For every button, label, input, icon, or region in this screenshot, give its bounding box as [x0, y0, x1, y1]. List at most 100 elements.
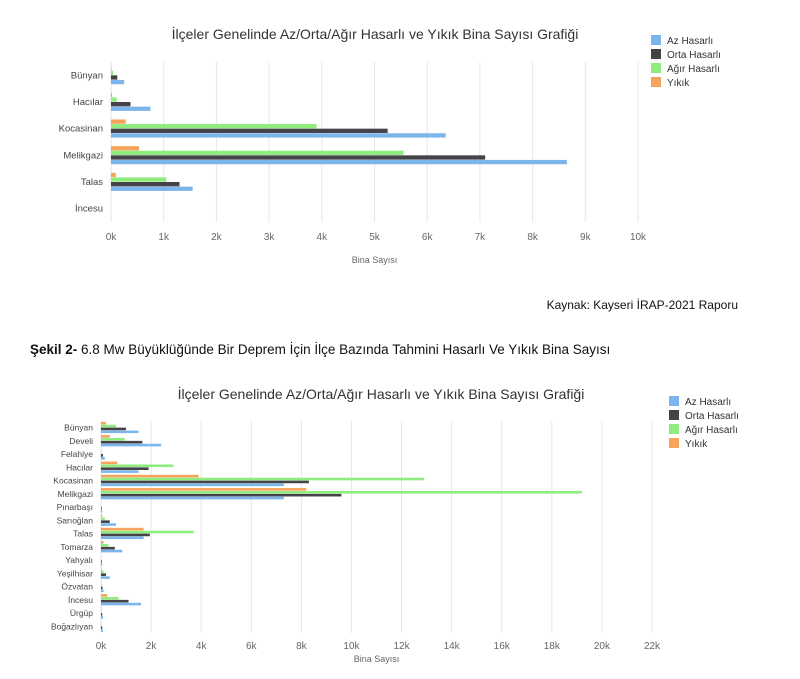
y-category-label: Felahiye	[61, 449, 93, 459]
legend-swatch	[651, 35, 661, 45]
bar-p1-1-1	[111, 102, 131, 107]
bar-p2-10-0	[101, 563, 103, 566]
y-category-label: Ürgüp	[70, 608, 93, 618]
chart-title: İlçeler Genelinde Az/Orta/Ağır Hasarlı v…	[172, 25, 579, 42]
figure-caption-label: Şekil 2-	[30, 342, 78, 357]
y-category-label: Yeşilhisar	[57, 568, 93, 578]
y-category-label: Bünyan	[71, 70, 103, 81]
legend-label: Ağır Hasarlı	[685, 425, 738, 436]
bar-p2-11-1	[101, 573, 107, 576]
bar-p2-0-1	[101, 427, 127, 431]
bar-p2-8-3	[101, 527, 144, 531]
bar-p2-3-1	[101, 467, 149, 470]
bar-p2-5-3	[101, 488, 307, 491]
bar-p2-4-0	[101, 483, 284, 487]
bar-p1-0-0	[111, 79, 125, 85]
legend-swatch	[651, 77, 661, 87]
bar-p2-12-2	[101, 583, 102, 587]
y-category-label: İncesu	[75, 204, 103, 215]
legend-label: Yıkık	[667, 78, 690, 89]
bar-p1-1-2	[111, 97, 117, 102]
x-tick-label: 20k	[594, 641, 611, 652]
y-category-label: Hacılar	[66, 462, 93, 472]
x-tick-label: 10k	[630, 232, 647, 243]
bar-p1-3-2	[111, 150, 404, 156]
x-tick-label: 0k	[96, 641, 108, 652]
bar-p2-2-2	[101, 451, 102, 454]
bar-p2-5-0	[101, 496, 284, 500]
bar-p2-7-3	[101, 514, 103, 518]
y-category-label: Yahyalı	[65, 555, 93, 565]
bar-p2-6-1	[101, 507, 102, 510]
damage-chart-1: İlçeler Genelinde Az/Orta/Ağır Hasarlı v…	[59, 25, 721, 265]
bar-p2-15-0	[101, 629, 104, 632]
x-tick-label: 18k	[544, 641, 561, 652]
y-category-label: Melikgazi	[58, 489, 94, 499]
legend-swatch	[651, 49, 661, 59]
y-category-label: Sarıoğlan	[57, 515, 94, 525]
legend-label: Ağır Hasarlı	[667, 64, 720, 75]
x-tick-label: 3k	[264, 232, 276, 243]
figure-caption: Şekil 2- 6.8 Mw Büyüklüğünde Bir Deprem …	[30, 342, 610, 357]
x-tick-label: 2k	[211, 232, 223, 243]
bar-p1-3-1	[111, 155, 486, 160]
bar-p2-7-1	[101, 520, 110, 523]
bar-p2-11-2	[101, 570, 104, 574]
x-tick-label: 2k	[146, 641, 158, 652]
bar-p1-4-2	[111, 177, 167, 182]
y-category-label: Develi	[69, 436, 93, 446]
x-tick-label: 1k	[158, 232, 170, 243]
bar-p2-0-2	[101, 424, 117, 428]
legend-swatch	[669, 438, 679, 448]
legend-label: Orta Hasarlı	[667, 50, 721, 61]
bar-p2-4-3	[101, 474, 199, 478]
bar-p2-14-2	[101, 610, 102, 613]
bar-p2-14-0	[101, 616, 104, 619]
bar-p2-2-1	[101, 454, 104, 457]
bar-p2-1-3	[101, 435, 110, 438]
bar-p2-9-2	[101, 543, 109, 547]
bar-p2-3-0	[101, 470, 139, 473]
bar-p1-0-2	[111, 70, 114, 76]
bar-p2-15-1	[101, 626, 103, 629]
bar-p2-15-2	[101, 623, 102, 627]
bar-p2-3-3	[101, 461, 118, 465]
bar-p2-0-0	[101, 430, 139, 434]
y-category-label: Tomarza	[60, 542, 93, 552]
bar-p1-3-0	[111, 159, 567, 165]
x-tick-label: 10k	[343, 641, 360, 652]
bar-p2-7-2	[101, 517, 105, 521]
y-category-label: Özvatan	[61, 582, 93, 592]
bar-p2-4-1	[101, 480, 309, 484]
figure-caption-text: 6.8 Mw Büyüklüğünde Bir Deprem İçin İlçe…	[77, 342, 611, 357]
chart-title: İlçeler Genelinde Az/Orta/Ağır Hasarlı v…	[178, 385, 585, 402]
bar-p1-2-3	[111, 119, 126, 124]
bar-p2-13-1	[101, 599, 129, 603]
x-tick-label: 22k	[644, 641, 661, 652]
bar-p1-1-0	[111, 106, 151, 111]
bar-p2-7-0	[101, 523, 117, 526]
bar-p2-11-3	[101, 567, 102, 571]
x-tick-label: 4k	[317, 232, 329, 243]
legend-label: Orta Hasarlı	[685, 411, 739, 422]
bar-p2-9-0	[101, 549, 123, 553]
source-text: Kaynak: Kayseri İRAP-2021 Raporu	[546, 298, 738, 312]
y-category-label: Kocasinan	[53, 476, 93, 486]
bar-p2-13-2	[101, 596, 119, 600]
damage-chart-2: İlçeler Genelinde Az/Orta/Ağır Hasarlı v…	[51, 385, 739, 664]
bar-p1-1-3	[111, 92, 113, 98]
x-tick-label: 5k	[369, 232, 381, 243]
bar-p2-6-0	[101, 510, 103, 513]
bar-p2-8-1	[101, 533, 150, 537]
bar-p2-8-2	[101, 530, 194, 534]
x-tick-label: 9k	[580, 232, 592, 243]
x-tick-label: 8k	[296, 641, 308, 652]
bar-p2-0-3	[101, 421, 107, 425]
y-category-label: Bünyan	[64, 423, 93, 433]
x-axis-title: Bina Sayısı	[354, 654, 400, 664]
bar-p2-9-3	[101, 541, 104, 544]
bar-p2-5-1	[101, 493, 342, 497]
x-tick-label: 6k	[422, 232, 434, 243]
x-axis-title: Bina Sayısı	[352, 255, 398, 265]
legend-label: Az Hasarlı	[667, 36, 713, 47]
